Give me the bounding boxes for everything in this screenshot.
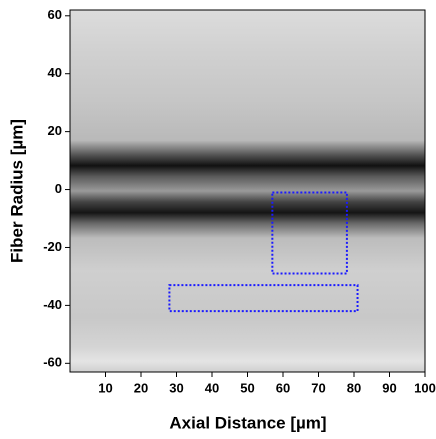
- x-tick-label: 50: [240, 380, 254, 395]
- x-tick-label: 70: [311, 380, 325, 395]
- y-axis-title: Fiber Radius [µm]: [7, 119, 26, 263]
- x-tick-label: 100: [414, 380, 436, 395]
- y-tick-label: 60: [48, 7, 62, 22]
- x-tick-label: 90: [382, 380, 396, 395]
- x-tick-label: 30: [169, 380, 183, 395]
- x-tick-label: 20: [134, 380, 148, 395]
- x-tick-label: 40: [205, 380, 219, 395]
- y-tick-label: 20: [48, 123, 62, 138]
- x-tick-label: 10: [98, 380, 112, 395]
- y-tick-label: 40: [48, 65, 62, 80]
- y-tick-label: -20: [43, 239, 62, 254]
- x-tick-label: 60: [276, 380, 290, 395]
- y-tick-label: -40: [43, 297, 62, 312]
- region-box: [271, 191, 348, 275]
- x-tick-label: 80: [347, 380, 361, 395]
- intensity-map: [70, 10, 425, 372]
- region-box: [168, 284, 359, 313]
- y-tick-label: -60: [43, 355, 62, 370]
- y-tick-label: 0: [55, 181, 62, 196]
- x-axis-title: Axial Distance [µm]: [169, 413, 326, 432]
